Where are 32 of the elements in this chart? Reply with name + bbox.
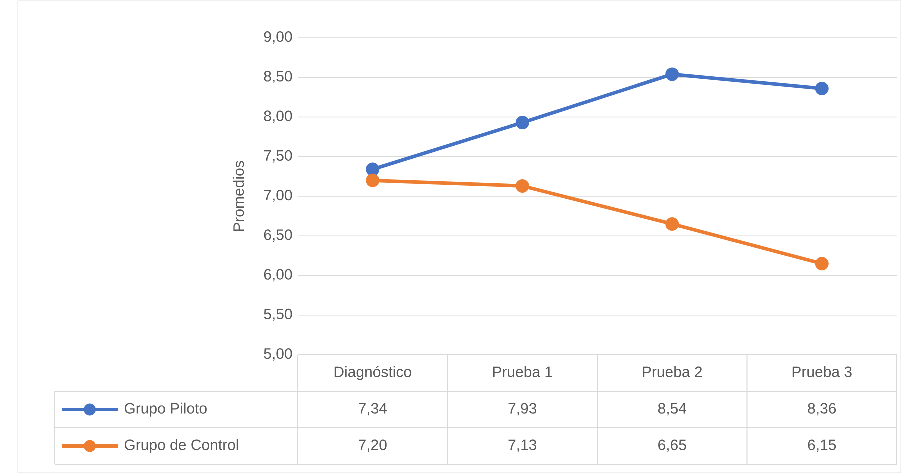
y-tick-label: 5,00 [264, 348, 292, 361]
data-label: 7,20 [359, 440, 387, 452]
data-label: 6,65 [658, 440, 686, 452]
point [516, 179, 530, 193]
y-tick-label: 5,50 [264, 308, 292, 322]
y-tick-label: 7,50 [264, 150, 292, 163]
legend-label: Grupo de Control [124, 439, 238, 454]
x-tick-label: Prueba 3 [792, 366, 852, 378]
point [666, 68, 680, 82]
data-label: 7,93 [508, 403, 537, 416]
data-label: 7,34 [359, 403, 388, 416]
point [516, 116, 530, 130]
y-tick-label: 6,50 [264, 230, 292, 242]
point [815, 257, 829, 271]
y-tick-label: 8,50 [264, 71, 292, 84]
point [366, 174, 380, 188]
y-tick-label: 8,00 [264, 110, 292, 124]
point [815, 82, 829, 96]
y-axis-title: Promedios [233, 161, 244, 232]
data-label: 8,36 [808, 403, 836, 416]
y-tick-label: 7,00 [264, 190, 292, 202]
legend-label: Grupo Piloto [124, 402, 207, 417]
point [366, 162, 380, 176]
data-label: 8,54 [658, 403, 687, 416]
point [666, 217, 680, 231]
data-label: 6,15 [808, 440, 836, 452]
x-tick-label: Prueba 1 [493, 366, 552, 378]
y-tick-label: 9,00 [264, 32, 292, 44]
y-tick-label: 6,00 [264, 269, 292, 282]
x-tick-label: Diagnóstico [334, 366, 412, 380]
x-tick-label: Prueba 2 [643, 366, 702, 378]
data-label: 7,13 [508, 440, 537, 452]
